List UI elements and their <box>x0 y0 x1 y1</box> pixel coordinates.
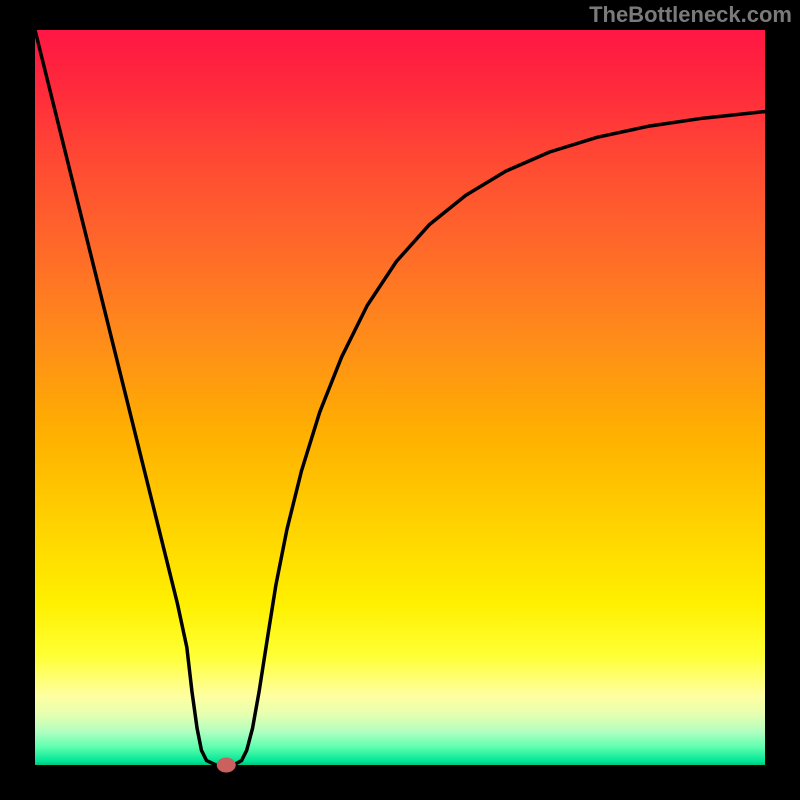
bottleneck-curve-chart <box>0 0 800 800</box>
chart-container: TheBottleneck.com <box>0 0 800 800</box>
plot-background <box>35 30 765 765</box>
optimum-marker <box>217 758 235 772</box>
